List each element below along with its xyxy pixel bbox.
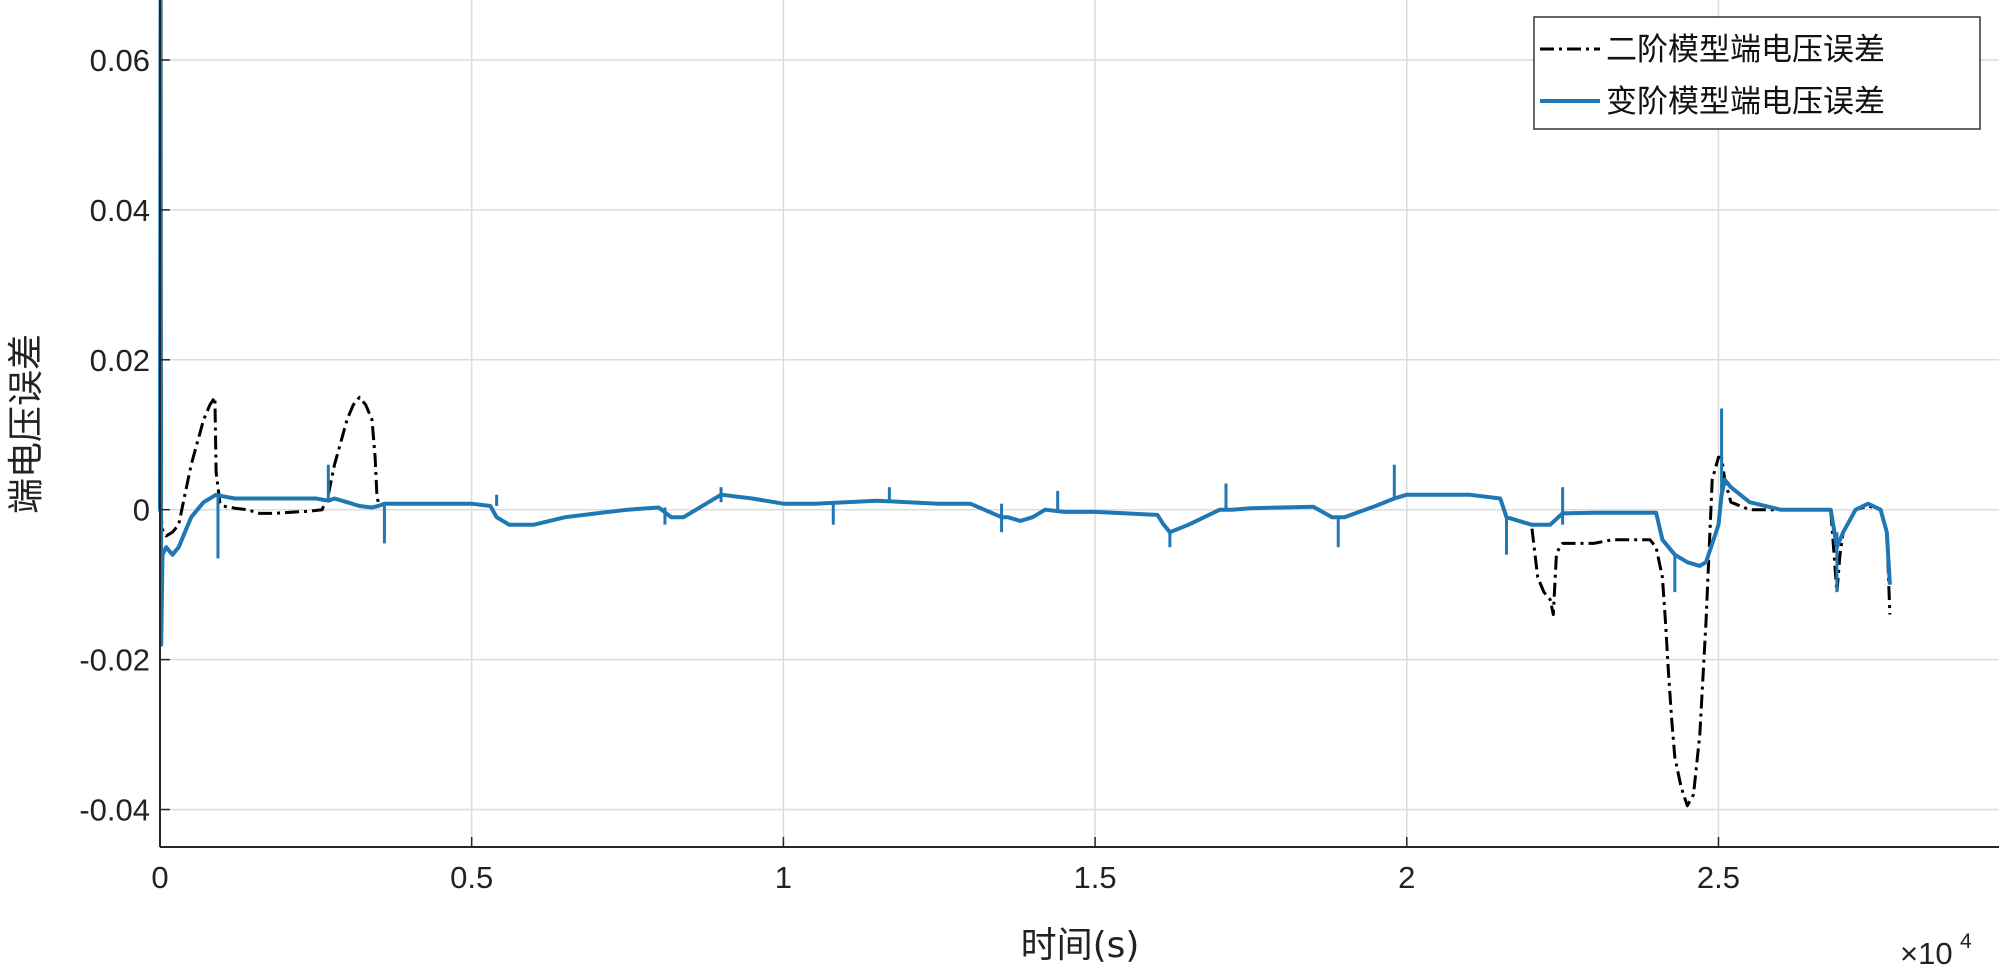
series-line-1 bbox=[158, 0, 1892, 647]
y-tick-label-4: 0.04 bbox=[90, 193, 150, 228]
svg-text:×10: ×10 bbox=[1900, 936, 1953, 971]
legend: 二阶模型端电压误差 变阶模型端电压误差 bbox=[1533, 16, 1981, 130]
x-tick-label-4: 2 bbox=[1398, 860, 1415, 895]
x-tick-label-2: 1 bbox=[775, 860, 792, 895]
plot-series bbox=[158, 0, 1892, 808]
grid-lines bbox=[159, 0, 1999, 847]
x-axis-title: 时间(s) bbox=[1021, 925, 1140, 966]
legend-label-var: 变阶模型端电压误差 bbox=[1606, 84, 1885, 120]
y-tick-labels: -0.04 -0.02 0 0.02 0.04 0.06 bbox=[79, 43, 150, 828]
x-tick-label-5: 2.5 bbox=[1697, 860, 1740, 895]
legend-label-2rc: 二阶模型端电压误差 bbox=[1606, 32, 1885, 68]
y-axis-title: 端电压误差 bbox=[6, 334, 47, 514]
x-tick-labels: 0 0.5 1 1.5 2 2.5 bbox=[151, 860, 1740, 895]
svg-text:4: 4 bbox=[1960, 930, 1972, 953]
y-tick-label-2: 0 bbox=[133, 493, 150, 528]
x-tick-label-3: 1.5 bbox=[1074, 860, 1117, 895]
y-tick-label-1: -0.02 bbox=[79, 643, 150, 678]
x-exponent-label: ×10 4 bbox=[1900, 930, 1972, 971]
axes bbox=[159, 0, 1999, 848]
x-tick-label-0: 0 bbox=[151, 860, 168, 895]
y-tick-label-5: 0.06 bbox=[90, 43, 150, 78]
y-tick-label-0: -0.04 bbox=[79, 793, 150, 828]
y-tick-label-3: 0.02 bbox=[90, 343, 150, 378]
x-tick-label-1: 0.5 bbox=[450, 860, 493, 895]
plot-background bbox=[160, 0, 1999, 847]
legend-box bbox=[1533, 16, 1981, 130]
